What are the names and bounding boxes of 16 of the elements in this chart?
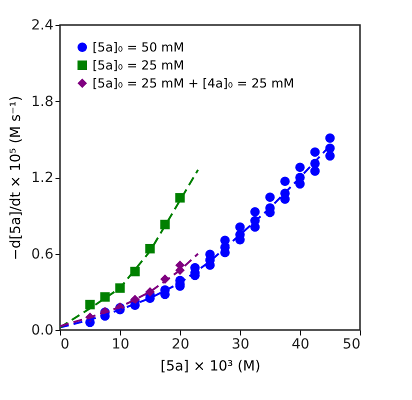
x-tick-label: 10 (112, 336, 130, 352)
legend-label: [5a]₀ = 50 mM (92, 39, 184, 54)
legend-label: [5a]₀ = 25 mM (92, 57, 184, 72)
x-tick-label: 50 (342, 336, 360, 352)
x-axis-title: [5a] × 10³ (M) (160, 358, 260, 374)
y-tick-label: 2.4 (31, 18, 54, 34)
x-tick-label: 30 (232, 336, 250, 352)
y-tick-label: 0.6 (31, 246, 54, 262)
y-tick-label: 1.2 (31, 170, 54, 186)
y-axis-title: −d[5a]/dt × 10⁵ (M s⁻¹) (8, 96, 24, 260)
x-tick-label: 0 (60, 336, 70, 352)
x-tick-label: 40 (292, 336, 310, 352)
legend-label: [5a]₀ = 25 mM + [4a]₀ = 25 mM (92, 75, 294, 90)
x-tick-label: 20 (172, 336, 190, 352)
y-tick-label: 0.0 (31, 322, 54, 338)
y-tick-label: 1.8 (31, 94, 54, 110)
